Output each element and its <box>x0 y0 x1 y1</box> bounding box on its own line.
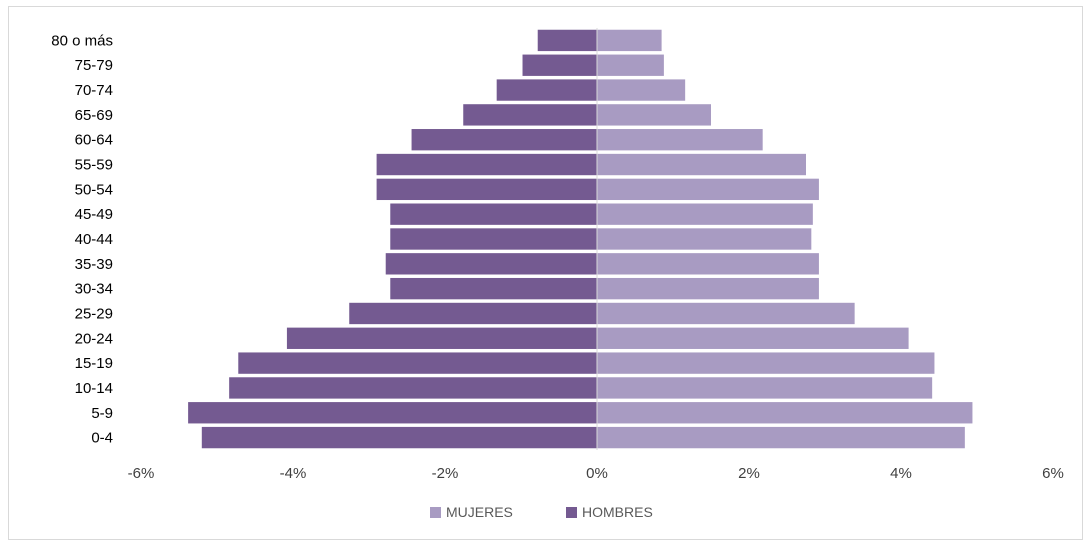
bar-hombres <box>201 426 598 449</box>
bar-mujeres <box>597 203 813 225</box>
bar-hombres <box>537 29 597 52</box>
bar-mujeres <box>597 277 819 300</box>
bar-mujeres <box>597 352 935 374</box>
bar-hombres <box>390 277 597 300</box>
x-tick-label: 4% <box>890 465 912 482</box>
bar-hombres <box>188 402 597 424</box>
category-label: 55-59 <box>75 157 113 174</box>
legend-label: HOMBRES <box>582 504 653 520</box>
bar-mujeres <box>597 79 686 101</box>
category-label: 35-39 <box>75 256 113 273</box>
bar-mujeres <box>597 178 819 201</box>
bar-mujeres <box>597 129 763 151</box>
bar-mujeres <box>597 327 909 349</box>
bar-hombres <box>522 54 597 76</box>
bar-mujeres <box>597 104 711 126</box>
x-tick-label: -2% <box>432 465 459 482</box>
bar-hombres <box>496 79 597 101</box>
bar-mujeres <box>597 228 812 250</box>
category-label: 75-79 <box>75 57 113 74</box>
legend-label: MUJERES <box>446 504 513 520</box>
x-tick-label: 6% <box>1042 465 1064 482</box>
bar-hombres <box>229 377 597 399</box>
x-tick-label: 0% <box>586 465 608 482</box>
bar-hombres <box>463 104 597 126</box>
category-label: 30-34 <box>75 281 113 298</box>
bar-hombres <box>286 327 597 349</box>
category-label: 15-19 <box>75 355 113 372</box>
category-label: 65-69 <box>75 107 113 124</box>
category-label: 10-14 <box>75 380 113 397</box>
bar-mujeres <box>597 253 819 275</box>
bar-mujeres <box>597 426 965 449</box>
category-label: 60-64 <box>75 132 113 149</box>
x-tick-label: 2% <box>738 465 760 482</box>
bar-hombres <box>390 228 597 250</box>
bar-hombres <box>411 129 597 151</box>
legend-swatch <box>566 507 577 518</box>
bar-mujeres <box>597 377 933 399</box>
bar-mujeres <box>597 302 855 325</box>
x-tick-label: -4% <box>280 465 307 482</box>
bar-hombres <box>376 153 597 176</box>
bar-mujeres <box>597 29 662 52</box>
category-label: 0-4 <box>91 430 113 447</box>
category-label: 70-74 <box>75 82 113 99</box>
category-label: 5-9 <box>91 405 113 422</box>
bar-mujeres <box>597 54 664 76</box>
category-label: 40-44 <box>75 231 113 248</box>
legend-swatch <box>430 507 441 518</box>
bar-mujeres <box>597 402 973 424</box>
bar-hombres <box>376 178 597 201</box>
category-label: 50-54 <box>75 181 113 198</box>
x-tick-label: -6% <box>128 465 155 482</box>
bar-hombres <box>390 203 597 225</box>
bar-hombres <box>349 302 597 325</box>
bar-mujeres <box>597 153 806 176</box>
category-label: 80 o más <box>51 32 113 49</box>
category-label: 25-29 <box>75 305 113 322</box>
bar-hombres <box>238 352 597 374</box>
bar-hombres <box>385 253 597 275</box>
category-label: 45-49 <box>75 206 113 223</box>
category-label: 20-24 <box>75 330 113 347</box>
